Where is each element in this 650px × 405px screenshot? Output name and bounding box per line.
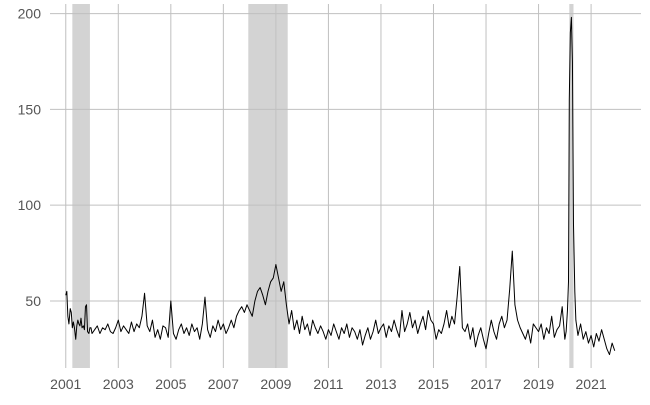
y-tick-label-50: 50 [25, 293, 41, 309]
recession-shading [72, 4, 574, 368]
series-line-1 [65, 16, 616, 356]
x-axis-ticks: 2001 2003 2005 2007 2009 2011 2013 2015 2017 2019… [50, 376, 607, 392]
shaded-period-3 [569, 4, 574, 368]
x-tick-label-2013: 2013 [365, 376, 396, 392]
x-tick-label-2011: 2011 [313, 376, 343, 392]
y-tick-label-100: 100 [18, 197, 42, 213]
x-tick-label-2001: 2001 [50, 376, 81, 392]
x-tick-label-2009: 2009 [260, 376, 291, 392]
series-layer [65, 16, 616, 356]
y-tick-label-200: 200 [18, 6, 42, 22]
grid-lines [50, 4, 641, 368]
shaded-period-1 [72, 4, 90, 368]
x-tick-label-2021: 2021 [576, 376, 607, 392]
x-tick-label-2019: 2019 [523, 376, 554, 392]
x-tick-label-2007: 2007 [208, 376, 239, 392]
x-tick-label-2017: 2017 [470, 376, 501, 392]
x-tick-label-2003: 2003 [103, 376, 134, 392]
y-axis-ticks: 50 100 150 200 [18, 6, 42, 309]
x-tick-label-2015: 2015 [418, 376, 449, 392]
shaded-period-2 [248, 4, 288, 368]
x-tick-label-2005: 2005 [155, 376, 186, 392]
y-tick-label-150: 150 [18, 101, 42, 117]
